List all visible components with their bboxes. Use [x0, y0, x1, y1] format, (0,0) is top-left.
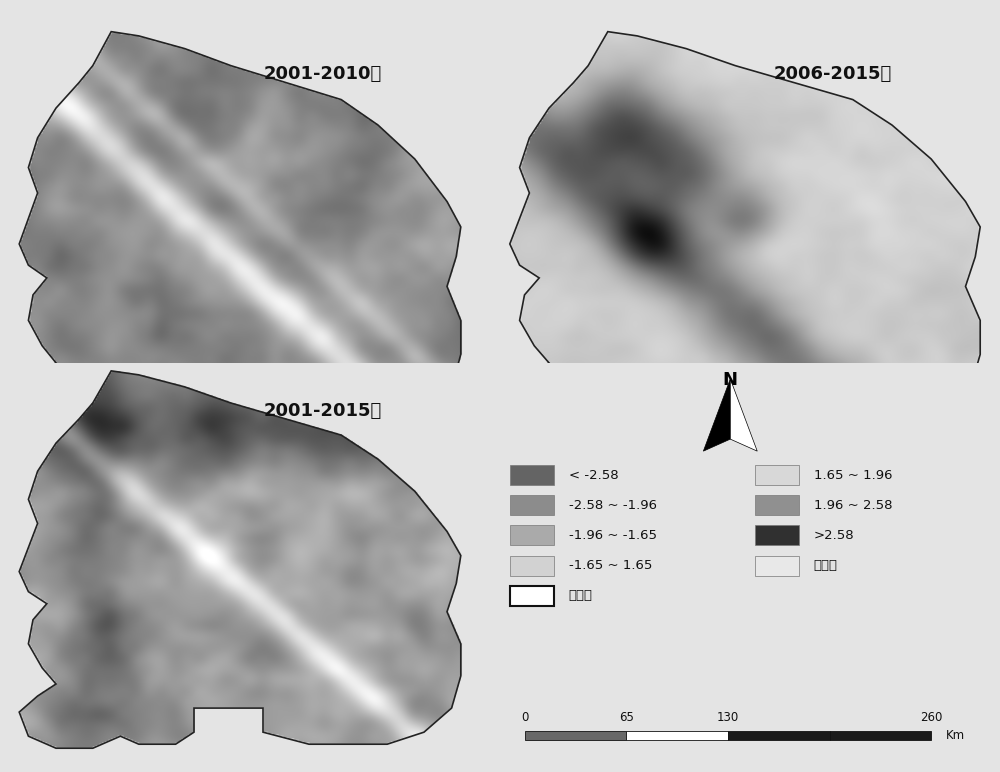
- FancyBboxPatch shape: [510, 586, 554, 606]
- Polygon shape: [703, 379, 730, 451]
- Text: -2.58 ~ -1.96: -2.58 ~ -1.96: [569, 499, 657, 512]
- FancyBboxPatch shape: [755, 466, 799, 486]
- Text: -1.65 ~ 1.65: -1.65 ~ 1.65: [569, 559, 652, 572]
- FancyBboxPatch shape: [510, 526, 554, 546]
- Text: -1.96 ~ -1.65: -1.96 ~ -1.65: [569, 529, 657, 542]
- FancyBboxPatch shape: [755, 496, 799, 516]
- Text: 2001-2010年: 2001-2010年: [264, 65, 382, 83]
- Text: 0: 0: [521, 711, 528, 724]
- Text: 1.65 ~ 1.96: 1.65 ~ 1.96: [814, 469, 892, 482]
- Text: N: N: [723, 371, 738, 389]
- Bar: [626, 731, 728, 740]
- Bar: [830, 731, 931, 740]
- Bar: [728, 731, 830, 740]
- Text: 130: 130: [717, 711, 739, 724]
- Text: 1.96 ~ 2.58: 1.96 ~ 2.58: [814, 499, 892, 512]
- Text: 2001-2015年: 2001-2015年: [264, 402, 382, 420]
- Polygon shape: [730, 379, 757, 451]
- Bar: [524, 731, 626, 740]
- Text: >2.58: >2.58: [814, 529, 854, 542]
- Text: 非草地: 非草地: [814, 559, 838, 572]
- FancyBboxPatch shape: [510, 466, 554, 486]
- Text: 2006-2015年: 2006-2015年: [774, 65, 892, 83]
- FancyBboxPatch shape: [510, 496, 554, 516]
- FancyBboxPatch shape: [755, 526, 799, 546]
- Text: < -2.58: < -2.58: [569, 469, 618, 482]
- Text: 260: 260: [920, 711, 942, 724]
- FancyBboxPatch shape: [755, 556, 799, 576]
- Text: 边界线: 边界线: [569, 589, 593, 602]
- Text: 65: 65: [619, 711, 634, 724]
- Text: Km: Km: [946, 730, 965, 742]
- FancyBboxPatch shape: [510, 556, 554, 576]
